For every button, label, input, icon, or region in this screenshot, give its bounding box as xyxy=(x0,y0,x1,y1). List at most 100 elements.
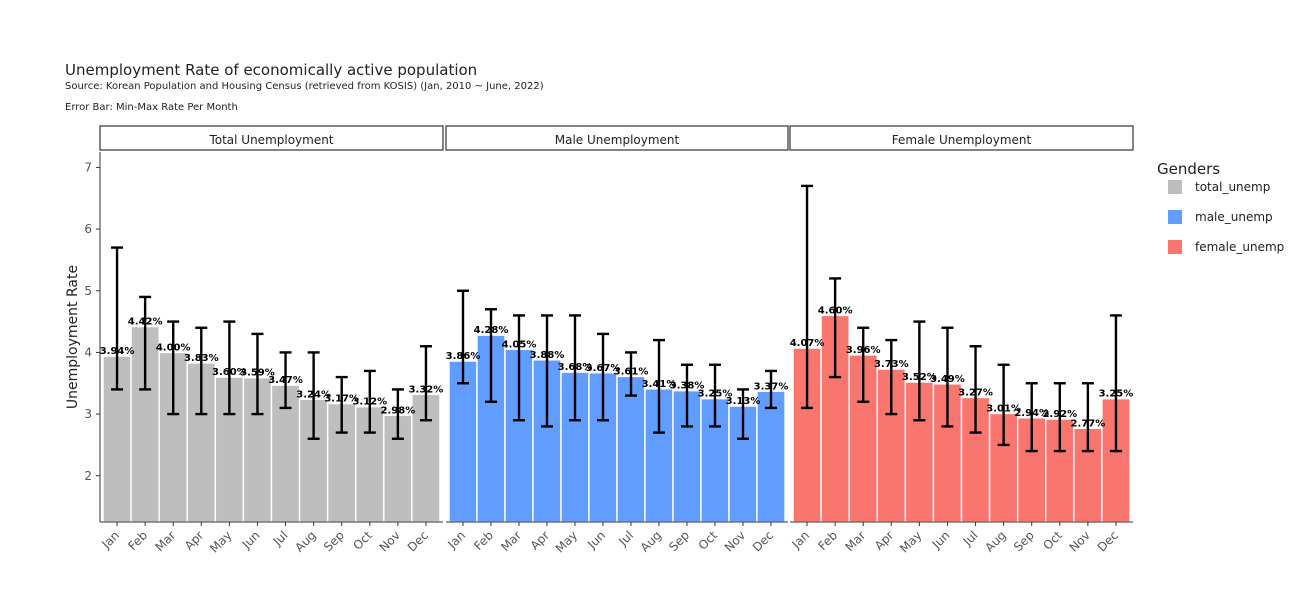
data-label: 3.88% xyxy=(530,350,565,361)
x-tick-label: Jul xyxy=(615,528,636,549)
error-bar-male_unemp-nov xyxy=(737,388,749,440)
y-tick-label: 2 xyxy=(84,469,92,483)
x-tick-label: Dec xyxy=(405,528,431,554)
x-tick-label: Oct xyxy=(696,528,721,553)
error-bar-male_unemp-feb xyxy=(485,308,497,403)
chart-subtitle: Source: Korean Population and Housing Ce… xyxy=(65,81,544,92)
data-label: 2.77% xyxy=(1071,418,1106,429)
error-bar-female_unemp-apr xyxy=(885,338,898,416)
legend-swatch-male_unemp xyxy=(1168,210,1182,224)
x-tick-label: May xyxy=(207,528,234,555)
error-bar-female_unemp-nov xyxy=(1081,382,1094,453)
x-tick-label: Feb xyxy=(471,528,496,553)
error-bar-female_unemp-jun xyxy=(941,326,954,428)
y-tick-label: 6 xyxy=(84,222,92,236)
error-bar-female_unemp-dec xyxy=(1109,314,1122,453)
x-tick-label: Apr xyxy=(182,528,207,553)
x-tick-label: Oct xyxy=(350,528,375,553)
data-label: 3.52% xyxy=(902,372,937,383)
error-bar-female_unemp-oct xyxy=(1053,382,1066,453)
x-tick-label: Sep xyxy=(321,528,347,554)
data-label: 3.47% xyxy=(268,375,303,386)
data-label: 2.98% xyxy=(381,405,416,416)
data-label: 3.67% xyxy=(586,363,621,374)
x-tick-label: Jun xyxy=(584,528,608,552)
x-tick-label: Nov xyxy=(1067,528,1093,554)
x-tick-label: Mar xyxy=(498,528,524,554)
error-bar-female_unemp-jan xyxy=(801,184,814,410)
x-tick-label: Feb xyxy=(815,528,840,553)
y-tick-label: 3 xyxy=(84,407,92,421)
strip-label: Male Unemployment xyxy=(555,133,680,147)
panel-female_unemp: Female Unemployment 4.07% 4.60% 3.96% 3.73% 3… xyxy=(788,125,1134,556)
x-tick-label: Aug xyxy=(982,528,1008,554)
error-bar-male_unemp-apr xyxy=(541,314,553,428)
data-label: 3.12% xyxy=(352,397,387,408)
x-tick-label: Jul xyxy=(270,528,291,549)
y-tick-label: 5 xyxy=(84,284,92,298)
chart-title: Unemployment Rate of economically active… xyxy=(65,61,477,79)
x-tick-label: Mar xyxy=(842,528,868,554)
data-label: 4.60% xyxy=(818,305,853,316)
x-tick-label: Oct xyxy=(1040,528,1065,553)
error-bar-male_unemp-oct xyxy=(709,363,721,428)
x-tick-label: Nov xyxy=(722,528,748,554)
legend-swatch-total_unemp xyxy=(1168,180,1182,194)
data-label: 3.24% xyxy=(296,389,331,400)
x-tick-label: Dec xyxy=(1095,528,1121,554)
error-bar-male_unemp-may xyxy=(569,314,581,422)
error-bar-total_unemp-mar xyxy=(167,320,180,416)
data-label: 3.49% xyxy=(930,374,965,385)
x-tick-label: Aug xyxy=(638,528,664,554)
data-label: 3.41% xyxy=(642,379,677,390)
x-tick-label: Aug xyxy=(292,528,318,554)
error-bar-male_unemp-jun xyxy=(597,332,609,422)
x-tick-label: Dec xyxy=(750,528,776,554)
panels: Total Unemployment 3.94% 4.42% 4.00%3.83% 3.… xyxy=(98,125,1134,556)
error-bar-total_unemp-nov xyxy=(391,388,404,440)
error-bar-male_unemp-jan xyxy=(457,289,469,385)
x-tick-label: Apr xyxy=(528,528,553,553)
data-label: 4.28% xyxy=(474,325,509,336)
chart-caption: Error Bar: Min-Max Rate Per Month xyxy=(65,102,238,113)
error-bar-total_unemp-may xyxy=(223,320,236,416)
bar-male_unemp-dec xyxy=(756,390,786,523)
data-label: 3.60% xyxy=(212,367,247,378)
data-label: 3.01% xyxy=(986,403,1021,414)
error-bar-total_unemp-dec xyxy=(419,345,432,422)
strip-male_unemp xyxy=(445,125,789,151)
x-tick-label: Jul xyxy=(960,528,981,549)
data-label: 3.73% xyxy=(874,359,909,370)
data-label: 3.38% xyxy=(670,381,705,392)
x-tick-label: Nov xyxy=(377,528,403,554)
x-tick-label: Mar xyxy=(152,528,178,554)
error-bar-male_unemp-sep xyxy=(681,363,693,428)
x-tick-label: Jan xyxy=(98,528,122,552)
data-label: 3.17% xyxy=(324,394,359,405)
y-axis-label: Unemployment Rate xyxy=(65,265,81,409)
error-bar-male_unemp-mar xyxy=(513,314,525,422)
x-tick-label: Sep xyxy=(666,528,692,554)
error-bar-female_unemp-jul xyxy=(969,345,982,434)
strip-label: Female Unemployment xyxy=(892,133,1032,147)
strip-label: Total Unemployment xyxy=(208,133,333,147)
error-bar-female_unemp-mar xyxy=(857,326,870,403)
bar-male_unemp-jul xyxy=(616,375,646,523)
data-label: 3.13% xyxy=(726,396,761,407)
x-tick-label: Jun xyxy=(929,528,953,552)
data-label: 3.86% xyxy=(446,351,481,362)
error-bar-total_unemp-feb xyxy=(139,295,152,391)
data-label: 3.94% xyxy=(100,346,135,357)
x-tick-label: May xyxy=(553,528,580,555)
error-bar-female_unemp-aug xyxy=(997,363,1010,447)
error-bar-total_unemp-jul xyxy=(279,351,292,410)
data-label: 4.07% xyxy=(790,338,825,349)
legend-label-total_unemp: total_unemp xyxy=(1195,180,1270,194)
data-label: 4.05% xyxy=(502,339,537,350)
data-label: 3.32% xyxy=(409,384,444,395)
error-bar-total_unemp-apr xyxy=(195,326,208,416)
panel-male_unemp: Male Unemployment 3.86% 4.28% 4.05%3.88% 3.6… xyxy=(444,125,789,556)
data-label: 3.59% xyxy=(240,368,275,379)
data-label: 3.27% xyxy=(958,387,993,398)
error-bar-total_unemp-oct xyxy=(363,369,376,434)
